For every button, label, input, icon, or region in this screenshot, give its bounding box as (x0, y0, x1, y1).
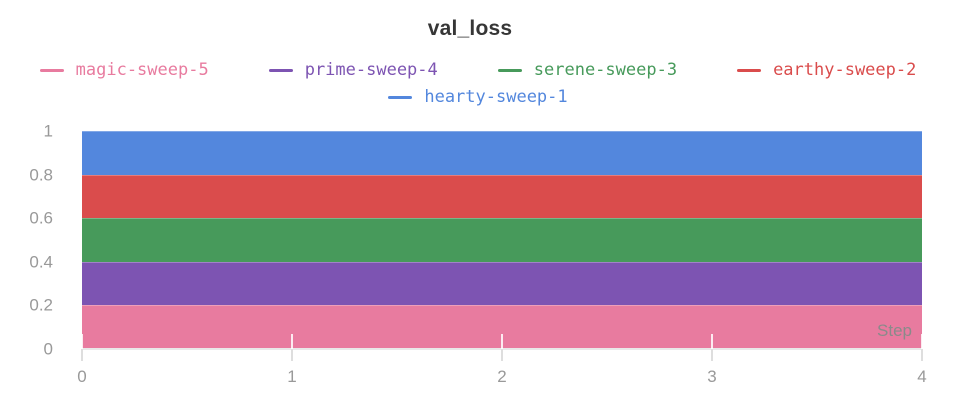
y-tick-label: 1 (43, 121, 53, 141)
y-axis-tick-labels: 0 0.2 0.4 0.6 0.8 1 (0, 123, 53, 358)
chart-legend: magic-sweep-5 prime-sweep-4 serene-sweep-3… (16, 58, 940, 109)
x-tick-label: 0 (77, 367, 87, 386)
x-tick-mark (81, 334, 83, 361)
legend-item-label: prime-sweep-4 (304, 60, 438, 80)
legend-line-icon (497, 68, 522, 72)
x-tick-label: 3 (707, 367, 717, 386)
y-tick-label: 0.8 (29, 165, 53, 185)
x-tick-mark (291, 334, 293, 361)
legend-item-label: magic-sweep-5 (75, 60, 209, 80)
chart-title: val_loss (427, 17, 513, 40)
legend-line-icon (39, 68, 64, 72)
legend-item-hearty-sweep-1[interactable]: hearty-sweep-1 (388, 85, 568, 109)
legend-item-magic-sweep-5[interactable]: magic-sweep-5 (39, 58, 209, 82)
legend-item-earthy-sweep-2[interactable]: earthy-sweep-2 (737, 58, 916, 82)
legend-item-label: serene-sweep-3 (533, 60, 678, 80)
y-tick-label: 0.6 (29, 208, 53, 228)
legend-item-prime-sweep-4[interactable]: prime-sweep-4 (268, 58, 438, 82)
legend-line-icon (737, 68, 762, 72)
x-tick-mark (921, 334, 923, 361)
x-tick-label: 2 (497, 367, 507, 386)
x-tick-mark (711, 334, 713, 361)
legend-line-icon (268, 68, 293, 72)
y-tick-label: 0.2 (29, 295, 53, 315)
legend-line-icon (388, 95, 413, 99)
x-tick-label: 4 (917, 367, 927, 386)
x-axis-title: Step (877, 321, 912, 340)
x-axis-tick-labels: 0 1 2 3 4 (77, 367, 926, 390)
x-tick-mark (501, 334, 503, 361)
x-tick-label: 1 (287, 367, 297, 386)
y-tick-label: 0 (43, 339, 53, 359)
plot-area[interactable]: Step (81, 131, 923, 361)
legend-item-label: earthy-sweep-2 (773, 60, 917, 80)
legend-item-serene-sweep-3[interactable]: serene-sweep-3 (497, 58, 678, 82)
y-tick-label: 0.4 (29, 252, 53, 272)
legend-item-label: hearty-sweep-1 (424, 87, 568, 107)
